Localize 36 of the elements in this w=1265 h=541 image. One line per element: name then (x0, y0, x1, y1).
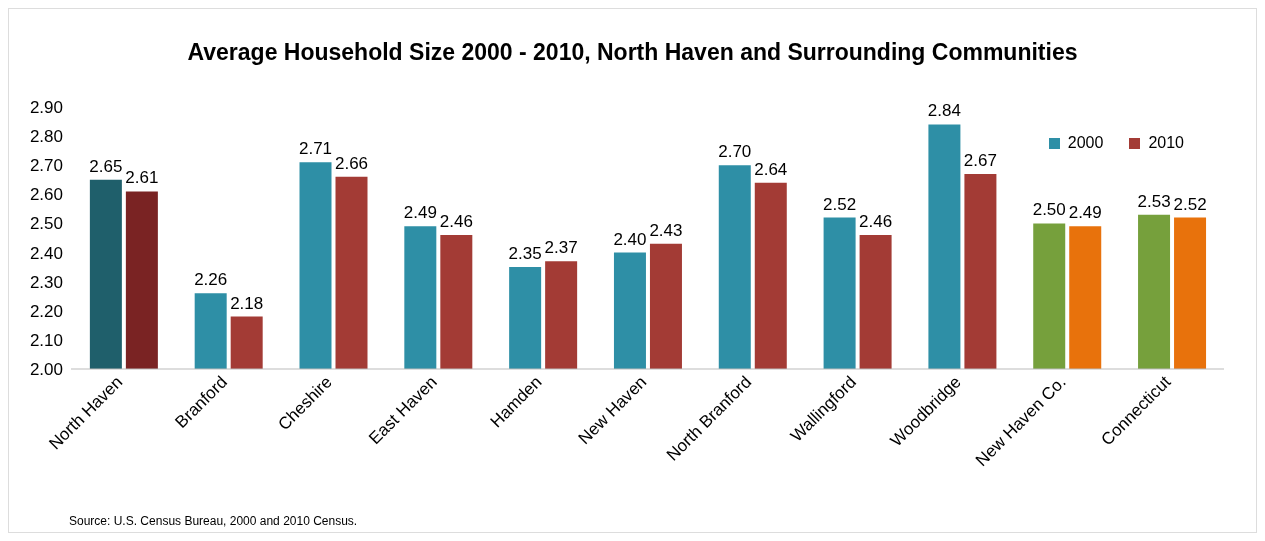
data-label: 2.18 (230, 293, 264, 313)
data-label: 2.46 (859, 212, 893, 232)
data-label: 2.71 (298, 139, 333, 159)
data-label: 2.26 (194, 270, 228, 290)
data-label: 2.84 (927, 101, 961, 121)
data-label: 2.66 (334, 153, 369, 173)
data-label: 2.52 (1173, 194, 1207, 214)
y-tick-label: 2.10 (29, 330, 63, 350)
legend-label: 2010 (1147, 134, 1184, 152)
data-label: 2.70 (718, 142, 752, 162)
data-label: 2.46 (439, 212, 473, 232)
data-label: 2.67 (963, 150, 997, 170)
y-tick-label: 2.40 (29, 243, 63, 263)
y-tick-label: 2.50 (29, 214, 63, 234)
data-label: 2.61 (125, 168, 159, 188)
y-tick-label: 2.30 (29, 272, 63, 292)
data-label: 2.52 (823, 194, 857, 214)
data-label: 2.43 (649, 220, 683, 240)
legend-label: 2000 (1066, 134, 1104, 152)
data-label: 2.49 (403, 203, 437, 223)
y-tick-label: 2.70 (29, 156, 63, 176)
data-label: 2.50 (1032, 200, 1066, 220)
data-label: 2.49 (1068, 203, 1102, 223)
data-label: 2.35 (508, 244, 542, 264)
data-label: 2.40 (613, 229, 647, 249)
y-tick-label: 2.00 (29, 360, 63, 380)
data-label: 2.53 (1137, 191, 1171, 211)
y-tick-label: 2.90 (29, 98, 63, 118)
chart-title: Average Household Size 2000 - 2010, North Haven and Surrounding Communities (186, 39, 1079, 66)
y-tick-label: 2.20 (29, 301, 63, 321)
data-label: 2.64 (754, 159, 788, 179)
y-tick-label: 2.60 (29, 185, 63, 205)
source-note: Source: U.S. Census Bureau, 2000 and 2010 Census. (69, 514, 358, 528)
data-label: 2.65 (89, 156, 123, 176)
y-tick-label: 2.80 (29, 127, 63, 147)
data-label: 2.37 (544, 238, 578, 258)
